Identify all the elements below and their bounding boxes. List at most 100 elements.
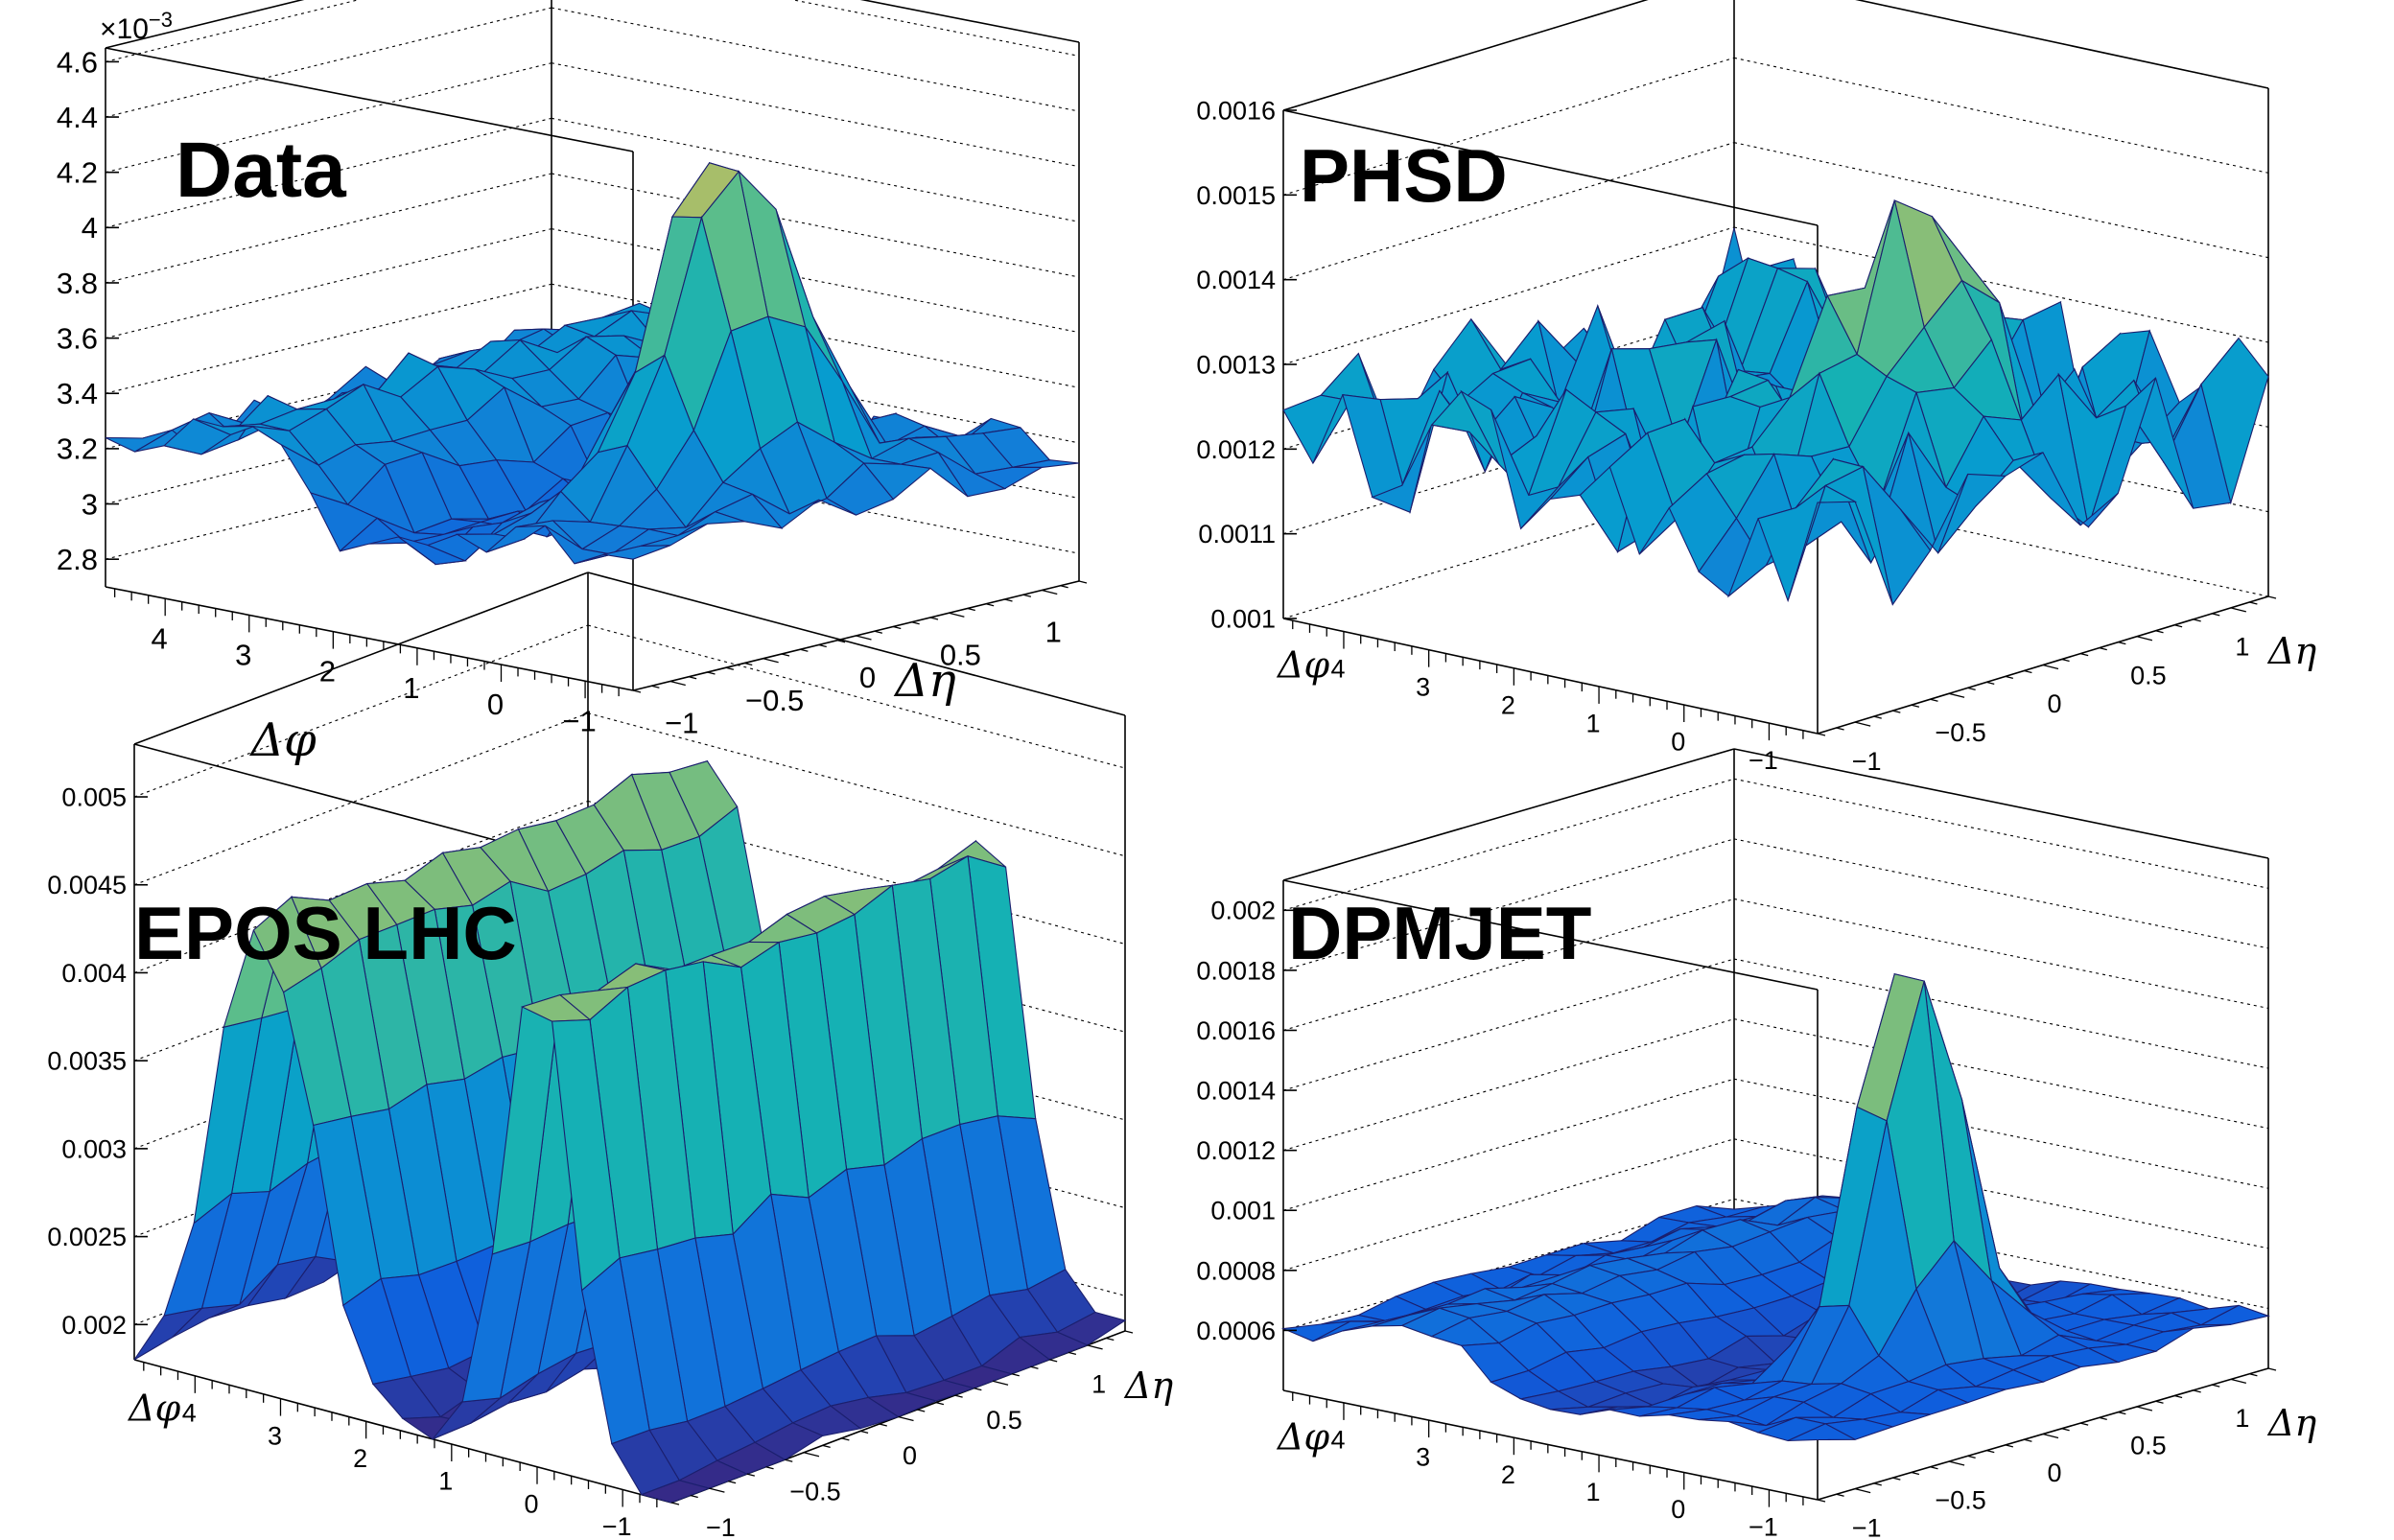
x-axis: −1 0 1 2 3 4Δφ bbox=[1276, 620, 1804, 775]
z-gridline bbox=[105, 173, 552, 284]
floor-edge-phi bbox=[1282, 1389, 1819, 1501]
z-gridline bbox=[1282, 898, 1735, 1031]
x-tick-label: −1 bbox=[1749, 746, 1778, 775]
y-tick bbox=[1855, 1487, 1871, 1494]
surface-cell bbox=[640, 1480, 712, 1504]
z-gridline bbox=[1282, 480, 1735, 619]
x-tick-label: 2 bbox=[1501, 690, 1515, 719]
y-tick bbox=[2155, 1400, 2164, 1404]
x-tick-label: 1 bbox=[438, 1467, 453, 1496]
x-tick-label: 0 bbox=[1671, 728, 1685, 757]
y-axis-title: Δη bbox=[1123, 1365, 1173, 1407]
surface-cell bbox=[133, 1307, 204, 1361]
surface bbox=[1280, 972, 2270, 1442]
z-gridline bbox=[551, 62, 1080, 168]
z-tick-label: 0.0014 bbox=[1196, 1077, 1276, 1106]
y-tick bbox=[2212, 1384, 2220, 1388]
x-tick-label: 4 bbox=[1330, 1426, 1345, 1455]
y-tick bbox=[2024, 1438, 2032, 1442]
z-tick-label: 0.0015 bbox=[1196, 181, 1276, 210]
y-tick bbox=[974, 1388, 982, 1391]
y-tick bbox=[1078, 580, 1088, 584]
z-tick-label: 4.6 bbox=[57, 45, 98, 79]
z-tick-label: 3.2 bbox=[57, 432, 98, 466]
x-tick-label: −1 bbox=[1749, 1512, 1778, 1540]
x-tick-label: 2 bbox=[1501, 1460, 1515, 1489]
z-gridline bbox=[1282, 1138, 1735, 1272]
z-gridline bbox=[1733, 1078, 2269, 1189]
z-tick-label: 0.005 bbox=[61, 782, 127, 811]
z-gridline bbox=[587, 624, 1126, 769]
z-gridline bbox=[1282, 1078, 1735, 1211]
x-tick-label: 1 bbox=[1586, 710, 1601, 738]
y-tick bbox=[1892, 710, 1901, 713]
y-axis-title: Δη bbox=[2266, 1402, 2316, 1444]
top-edge-back-left bbox=[105, 0, 305, 49]
y-tick bbox=[2080, 1422, 2089, 1426]
x-tick-label: 0 bbox=[524, 1489, 538, 1518]
y-tick-label: −0.5 bbox=[1935, 718, 1985, 747]
z-gridline bbox=[1733, 838, 2269, 949]
z-gridline bbox=[587, 800, 1126, 945]
y-tick bbox=[2099, 1416, 2107, 1421]
chart-title: EPOS LHC bbox=[134, 891, 517, 975]
y-tick bbox=[1948, 1460, 1965, 1466]
y-tick bbox=[2042, 1433, 2059, 1439]
top-edge-back-right bbox=[859, 0, 1080, 43]
y-tick-label: 0 bbox=[2047, 1458, 2061, 1487]
y-tick bbox=[2136, 636, 2153, 642]
x-tick-label: −1 bbox=[562, 704, 596, 737]
y-tick bbox=[785, 1458, 793, 1462]
top-edge-back-right bbox=[1855, 0, 2269, 89]
y-tick bbox=[2173, 1394, 2183, 1399]
y-tick-label: 1 bbox=[1045, 616, 1062, 649]
z-gridline bbox=[105, 62, 552, 174]
z-axis: 0.0006 0.0008 0.001 0.0012 0.0014 0.0016 0.001… bbox=[1196, 897, 1297, 1345]
z-tick-label: 4 bbox=[82, 211, 98, 245]
z-tick-label: 4.4 bbox=[57, 101, 98, 134]
z-gridline bbox=[105, 7, 552, 118]
y-tick bbox=[744, 662, 753, 666]
y-tick bbox=[856, 635, 872, 641]
z-tick-label: 0.0006 bbox=[1196, 1317, 1276, 1345]
x-tick-label: 3 bbox=[268, 1421, 282, 1450]
z-tick-label: 0.0025 bbox=[47, 1223, 127, 1251]
y-tick-label: −0.5 bbox=[789, 1477, 840, 1505]
y-tick bbox=[2212, 613, 2220, 617]
top-edge-back-right bbox=[1733, 748, 2269, 859]
y-tick bbox=[2061, 658, 2070, 663]
x-tick-label: 4 bbox=[182, 1399, 197, 1428]
y-tick bbox=[2024, 669, 2032, 674]
y-tick bbox=[1873, 715, 1882, 719]
z-tick-label: 0.002 bbox=[61, 1311, 127, 1340]
x-axis-title: Δφ bbox=[249, 713, 317, 767]
y-tick bbox=[841, 1437, 850, 1441]
floor-edge-phi bbox=[1282, 618, 1819, 735]
x-tick-label: 4 bbox=[152, 621, 168, 655]
chart-title: Data bbox=[176, 127, 347, 214]
x-axis-title: Δφ bbox=[1276, 1415, 1329, 1458]
panel-epos-lhc: 0.002 0.0025 0.003 0.0035 0.004 0.0045 0.005 −1… bbox=[47, 572, 1173, 1540]
y-tick bbox=[1817, 1499, 1826, 1503]
y-tick bbox=[1873, 1482, 1882, 1486]
z-tick-label: 0.002 bbox=[1210, 897, 1276, 925]
z-tick-label: 3 bbox=[82, 487, 98, 521]
x-tick-label: 3 bbox=[1416, 672, 1430, 701]
y-tick bbox=[707, 671, 716, 675]
y-axis: −1 −0.5 0 0.5 1 Δη bbox=[632, 580, 1088, 740]
floor-edge-phi bbox=[133, 1359, 672, 1504]
y-tick bbox=[917, 1409, 926, 1412]
y-tick bbox=[2080, 652, 2089, 657]
y-tick bbox=[1911, 1471, 1920, 1476]
y-tick bbox=[949, 612, 965, 618]
z-tick-label: 3.4 bbox=[57, 377, 98, 410]
z-tick-label: 3.8 bbox=[57, 267, 98, 300]
y-tick bbox=[2061, 1428, 2070, 1432]
z-gridline bbox=[1733, 898, 2269, 1010]
top-edge-front-left bbox=[105, 47, 634, 152]
y-tick bbox=[2230, 607, 2246, 613]
y-tick bbox=[2118, 642, 2126, 645]
y-tick-label: 0.5 bbox=[940, 638, 981, 671]
y-tick-label: −0.5 bbox=[1935, 1486, 1985, 1515]
